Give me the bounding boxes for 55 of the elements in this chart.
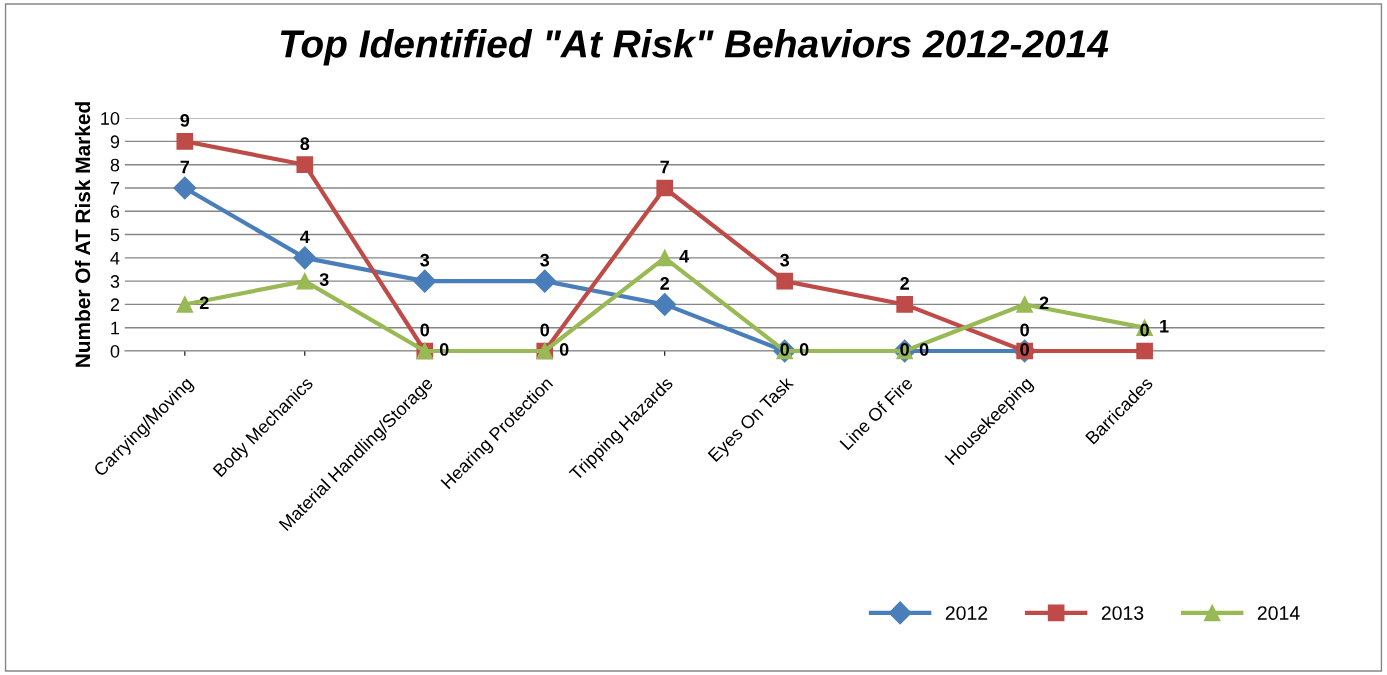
data-label: 9 [180,114,190,127]
data-label: 2 [660,277,670,290]
legend-label: 2013 [1101,606,1144,620]
point [656,249,674,267]
point [656,179,674,197]
y-tick-label: 2 [110,298,120,311]
y-axis-title: Number Of AT Risk Marked [74,102,91,367]
data-label: 7 [180,160,190,174]
point [653,292,677,316]
point [176,296,194,313]
y-tick-label: 7 [110,182,120,195]
data-label: 0 [559,343,569,356]
data-label: 0 [420,323,430,337]
y-tick-label: 0 [110,344,120,358]
point [533,269,557,293]
data-label: 0 [780,343,789,356]
y-tick-label: 9 [110,135,120,149]
y-tick-label: 8 [110,158,120,172]
data-label: 3 [420,253,430,267]
data-label: 7 [660,160,669,174]
data-label: 1 [1160,319,1169,333]
chart-title: Top Identified "At Risk" Behaviors 2012-2014 [280,29,1109,66]
y-tick-label: 4 [110,251,120,265]
data-label: 3 [319,273,329,287]
data-label: 0 [1140,323,1149,337]
point [293,246,317,270]
point [1136,342,1153,360]
point [296,272,314,290]
data-label: 8 [300,137,310,151]
y-tick-label: 1 [111,321,120,335]
x-tick-label: Line Of Fire [839,375,914,451]
point [776,272,794,290]
data-label: 4 [679,250,690,263]
legend-label: 2014 [1257,606,1300,620]
point [896,296,914,313]
y-tick-label: 6 [110,205,120,218]
data-label: 4 [300,230,310,244]
data-label: 3 [780,253,790,267]
data-label: 2 [900,277,909,290]
point [176,133,194,150]
data-label: 2 [199,296,209,310]
data-label: 0 [1020,323,1029,337]
y-tick-label: 3 [110,275,120,288]
data-label: 2 [1039,296,1049,310]
data-label: 0 [540,323,550,337]
data-label: 0 [900,343,909,356]
y-tick-label: 5 [110,228,120,242]
data-label: 3 [540,253,550,267]
point [1016,296,1033,313]
data-label: 0 [1020,343,1029,356]
point [413,269,437,293]
legend-label: 2012 [945,606,988,620]
y-tick-label: 10 [101,112,120,125]
point [296,156,314,174]
point [173,176,197,200]
